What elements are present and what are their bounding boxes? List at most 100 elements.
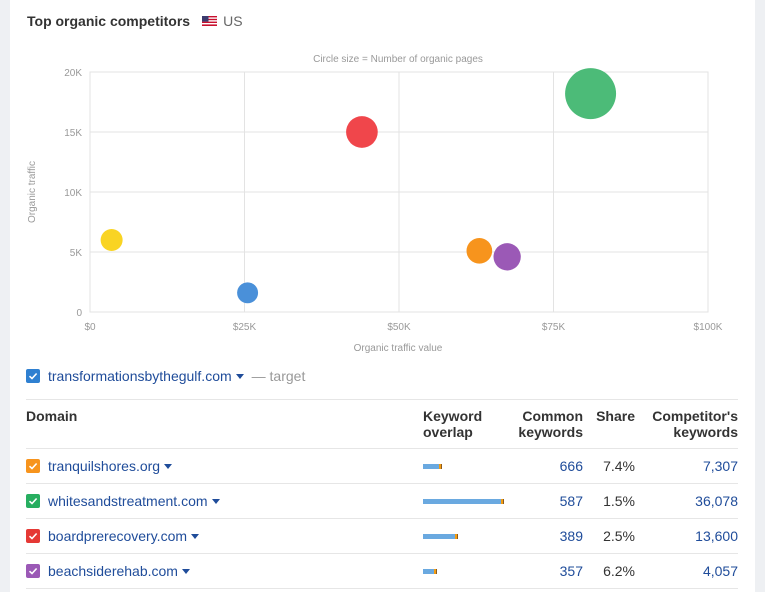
card-header: Top organic competitors US (27, 13, 243, 29)
overlap-bar-fill (423, 533, 455, 539)
competitor-keywords-cell: 4,057 (635, 553, 738, 589)
competitor-keywords-link[interactable]: 13,600 (695, 528, 738, 544)
y-axis-ticks: 0 5K 10K 15K 20K (64, 68, 82, 319)
domain-cell: tranquilshores.org (26, 448, 423, 484)
check-icon (28, 532, 38, 540)
competitors-card: Top organic competitors US Circle size =… (10, 0, 755, 592)
chevron-down-icon[interactable] (235, 373, 244, 379)
keyword-overlap-cell (423, 448, 513, 484)
common-keywords-link[interactable]: 389 (559, 528, 583, 544)
share-cell: 6.2% (583, 553, 635, 589)
us-flag-icon (202, 16, 218, 26)
share-value: 7.4% (603, 458, 635, 474)
chevron-down-icon[interactable] (181, 568, 190, 574)
share-cell: 7.4% (583, 448, 635, 484)
chevron-down-icon[interactable] (164, 463, 173, 469)
competitor-bubble[interactable] (565, 68, 617, 120)
common-keywords-cell: 587 (513, 483, 583, 519)
competitor-bubble[interactable] (346, 116, 378, 148)
chart-caption: Circle size = Number of organic pages (313, 54, 483, 65)
common-keywords-cell: 357 (513, 553, 583, 589)
common-keywords-link[interactable]: 587 (559, 493, 583, 509)
domain-cell: boardprerecovery.com (26, 518, 423, 554)
header-keyword-overlap-line-1: Keyword (423, 408, 483, 424)
target-row: transformationsbythegulf.com — target (26, 368, 305, 384)
competitor-keywords-cell: 7,307 (635, 448, 738, 484)
x-tick-label: $75K (542, 322, 566, 333)
keyword-overlap-bar (423, 568, 513, 574)
overlap-bar-marker (439, 463, 441, 469)
competitor-keywords-link[interactable]: 36,078 (695, 493, 738, 509)
domain-link[interactable]: beachsiderehab.com (48, 563, 178, 579)
share-cell: 2.5% (583, 518, 635, 554)
domain-link[interactable]: boardprerecovery.com (48, 528, 188, 544)
keyword-overlap-cell (423, 483, 513, 519)
overlap-bar-end (436, 568, 437, 574)
header-keyword-overlap[interactable]: Keyword overlap (423, 399, 513, 449)
overlap-bar-end (503, 498, 504, 504)
target-domain-link[interactable]: transformationsbythegulf.com (48, 368, 232, 384)
overlap-bar-marker (501, 498, 503, 504)
domain-link[interactable]: whitesandstreatment.com (48, 493, 208, 509)
y-tick-label: 0 (76, 308, 82, 319)
common-keywords-link[interactable]: 357 (559, 563, 583, 579)
overlap-bar-fill (423, 463, 439, 469)
check-icon (28, 372, 38, 380)
domain-checkbox[interactable] (26, 459, 40, 473)
target-checkbox[interactable] (26, 369, 40, 383)
domain-checkbox[interactable] (26, 529, 40, 543)
chevron-down-icon[interactable] (211, 498, 220, 504)
overlap-bar-fill (423, 568, 434, 574)
header-share[interactable]: Share (583, 399, 635, 449)
domain-checkbox[interactable] (26, 494, 40, 508)
competitor-bubble[interactable] (237, 282, 259, 304)
card-title: Top organic competitors (27, 13, 191, 29)
header-competitor-keywords[interactable]: Competitor's keywords (635, 399, 738, 449)
share-value: 1.5% (603, 493, 635, 509)
target-label: — target (251, 368, 306, 384)
domain-link[interactable]: tranquilshores.org (48, 458, 161, 474)
common-keywords-cell: 389 (513, 518, 583, 554)
x-tick-label: $50K (387, 322, 411, 333)
keyword-overlap-bar (423, 498, 513, 504)
competitors-bubble-chart: Circle size = Number of organic pages 0 5… (27, 54, 723, 354)
header-competitor-keywords-line-1: Competitor's (652, 408, 738, 424)
x-tick-label: $0 (84, 322, 96, 333)
check-icon (28, 497, 38, 505)
keyword-overlap-bar (423, 533, 513, 539)
header-competitor-keywords-line-2: keywords (673, 424, 738, 440)
competitor-keywords-cell: 13,600 (635, 518, 738, 554)
y-tick-label: 5K (70, 248, 83, 259)
overlap-bar-marker (455, 533, 457, 539)
competitor-keywords-cell: 36,078 (635, 483, 738, 519)
table-row: whitesandstreatment.com 587 1.5% 36,078 (26, 483, 738, 519)
share-cell: 1.5% (583, 483, 635, 519)
check-icon (28, 567, 38, 575)
domain-cell: beachsiderehab.com (26, 553, 423, 589)
overlap-bar-end (441, 463, 442, 469)
table-header-row: Domain Keyword overlap Common keywords S… (26, 399, 738, 449)
header-keyword-overlap-line-2: overlap (423, 424, 473, 440)
header-common-keywords[interactable]: Common keywords (513, 399, 583, 449)
overlap-bar-marker (434, 568, 436, 574)
header-common-keywords-line-2: keywords (518, 424, 583, 440)
competitor-keywords-link[interactable]: 4,057 (702, 563, 738, 579)
chart-bubbles (100, 68, 617, 304)
common-keywords-link[interactable]: 666 (559, 458, 583, 474)
y-tick-label: 10K (64, 188, 82, 199)
x-axis-ticks: $0 $25K $50K $75K $100K (84, 322, 722, 333)
competitor-bubble[interactable] (466, 237, 493, 264)
competitor-bubble[interactable] (100, 229, 123, 251)
overlap-bar-fill (423, 498, 501, 504)
table-row: tranquilshores.org 666 7.4% 7,307 (26, 448, 738, 484)
header-domain[interactable]: Domain (26, 399, 423, 449)
competitor-bubble[interactable] (493, 243, 521, 271)
y-tick-label: 15K (64, 128, 82, 139)
competitor-keywords-link[interactable]: 7,307 (702, 458, 738, 474)
overlap-bar-end (457, 533, 458, 539)
chart-grid (89, 71, 709, 313)
chevron-down-icon[interactable] (191, 533, 200, 539)
common-keywords-cell: 666 (513, 448, 583, 484)
domain-checkbox[interactable] (26, 564, 40, 578)
share-value: 2.5% (603, 528, 635, 544)
